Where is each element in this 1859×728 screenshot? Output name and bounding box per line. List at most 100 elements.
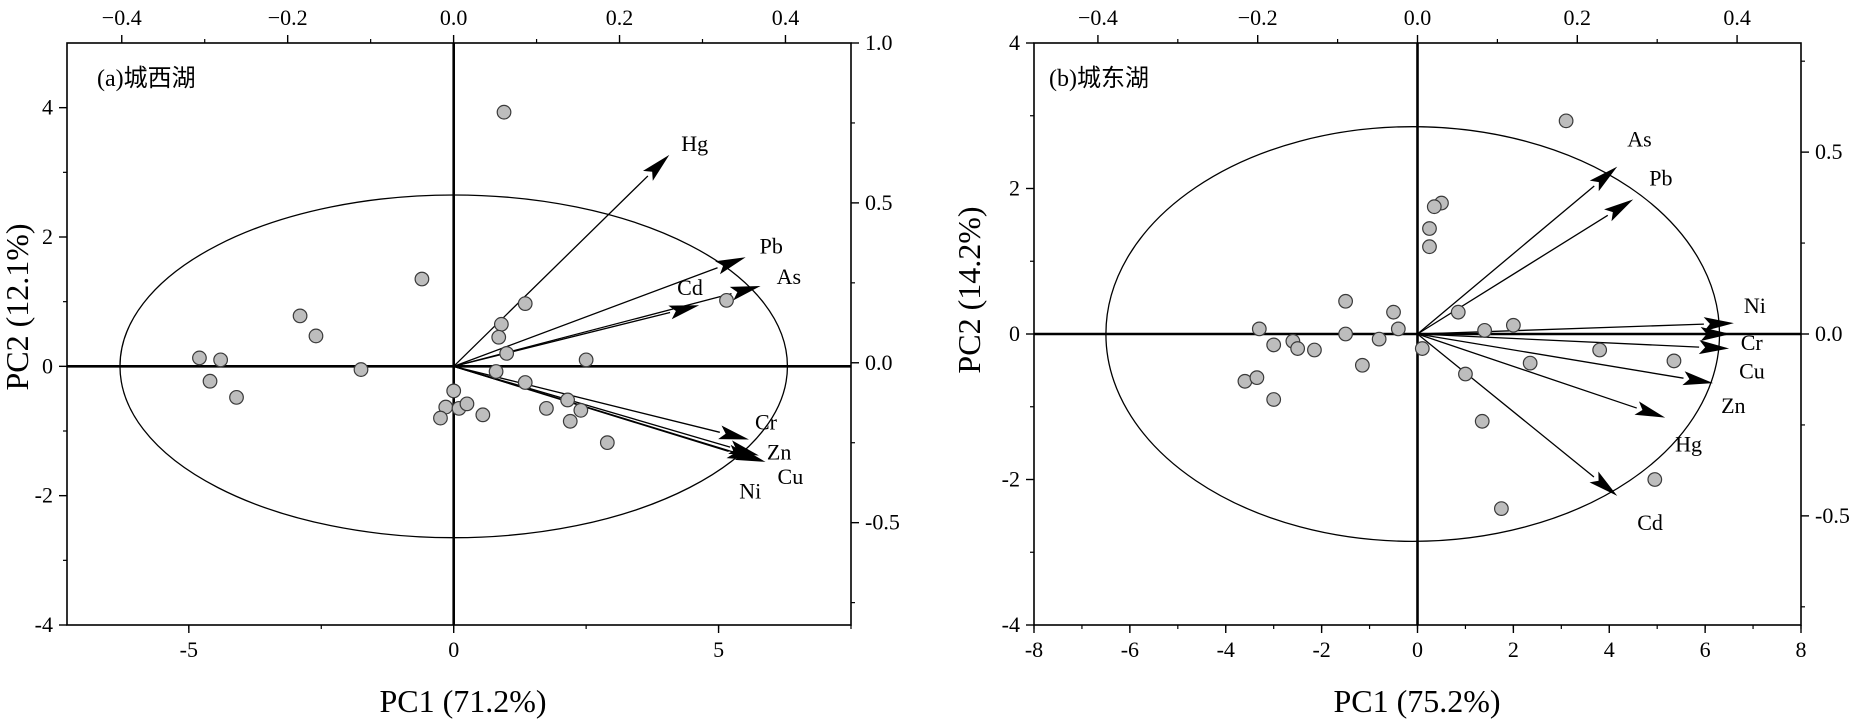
panel-a-loading-label-cd: Cd	[677, 275, 703, 300]
panel-a-x-tick-label: 5	[713, 637, 724, 662]
panel-b-score-point	[1386, 304, 1401, 320]
panel-b-score-point	[1558, 113, 1574, 129]
panel-b-right-tick-label: 0.0	[1815, 321, 1843, 346]
panel-a-top-tick-label: 0.4	[772, 5, 800, 30]
panel-b-arrowhead-as	[1589, 166, 1618, 192]
panel-b-score-point	[1458, 366, 1473, 382]
panel-a-score-point	[599, 435, 615, 451]
panel-b-loading-vector-hg	[1417, 333, 1637, 409]
panel-b-loading-vector-cu	[1417, 333, 1700, 348]
panel-a-score-point	[292, 308, 308, 324]
panel-b-loading-label-cd: Cd	[1637, 510, 1663, 535]
panel-b-loading-label-as: As	[1627, 127, 1651, 152]
panel-a-x-tick-label: -5	[180, 637, 198, 662]
panel-b-biplot: (b)城东湖 PC1 (75.2%) PC2 (14.2%) -8 -6 -4 -2 0…	[951, 5, 1850, 719]
panel-b-x-tick-label: -8	[1025, 637, 1043, 662]
panel-b-y-tick-label: -2	[1002, 467, 1020, 492]
panel-b-score-point	[1307, 342, 1322, 358]
panel-a-loading-vector-cd	[453, 311, 671, 367]
panel-b-x-axis-title: PC1 (75.2%)	[1333, 683, 1500, 719]
panel-a-loading-label-pb: Pb	[760, 233, 783, 258]
panel-b-score-point	[1592, 342, 1608, 358]
panel-a-score-point	[202, 373, 218, 389]
panel-b-x-tick-label: 4	[1604, 637, 1615, 662]
panel-b-x-tick-label: -6	[1121, 637, 1139, 662]
panel-b-loading-label-hg: Hg	[1675, 432, 1702, 457]
panel-a-score-point	[433, 410, 448, 426]
panel-a-loading-vector-hg	[453, 175, 649, 367]
panel-b-score-point	[1251, 321, 1267, 337]
panel-b-loading-label-pb: Pb	[1649, 165, 1672, 190]
panel-a-score-point	[213, 352, 229, 368]
panel-b-score-point	[1422, 221, 1437, 236]
panel-a-arrowhead-pb	[715, 257, 746, 275]
panel-b-x-tick-label: 8	[1796, 637, 1807, 662]
panel-b-score-point	[1249, 370, 1265, 386]
panel-b-score-point	[1522, 355, 1538, 371]
panel-b-loading-label-cr: Cr	[1741, 330, 1764, 355]
panel-b-arrowhead-cu	[1698, 340, 1730, 355]
panel-a-right-tick-label: 0.5	[865, 190, 893, 215]
panel-a-score-point	[719, 292, 734, 308]
panel-b-score-point	[1390, 321, 1406, 337]
panel-b-y-tick-label: 0	[1009, 321, 1020, 346]
panel-b-top-tick-label: 0.0	[1404, 5, 1432, 30]
panel-a-confidence-ellipse	[119, 194, 789, 539]
panel-b-score-point	[1354, 357, 1370, 373]
panel-b-x-tick-label: 6	[1700, 637, 1711, 662]
panel-b-loading-vector-as	[1417, 185, 1595, 335]
panel-a-score-point	[517, 375, 533, 390]
panel-a-y-tick-label: -2	[35, 483, 53, 508]
panel-b-score-point	[1493, 501, 1509, 517]
panel-b-x-tick-label: 2	[1508, 637, 1519, 662]
panel-a-x-axis-title: PC1 (71.2%)	[379, 683, 546, 719]
panel-b-right-tick-label: -0.5	[1815, 503, 1850, 528]
panel-a-score-point	[578, 352, 594, 368]
panel-a-y-tick-label: 2	[42, 224, 53, 249]
panel-a-score-point	[488, 364, 504, 379]
panel-b-score-point	[1414, 341, 1430, 356]
panel-b-score-point	[1474, 413, 1490, 429]
panel-a-score-point	[459, 396, 475, 412]
panel-a-score-point	[493, 316, 509, 332]
panel-a-score-point	[192, 350, 207, 366]
panel-a-arrowhead-hg	[642, 154, 670, 181]
panel-a-score-point	[414, 271, 430, 287]
panel-b-loading-vector-pb	[1417, 214, 1609, 335]
panel-b-score-point	[1338, 326, 1353, 342]
panel-b-score-point	[1290, 341, 1306, 356]
panel-a-score-point	[517, 296, 533, 312]
panel-b-loading-vector-ni	[1417, 323, 1704, 335]
panel-a-arrowhead-ni	[726, 444, 758, 461]
panel-a-right-tick-label: -0.5	[865, 510, 900, 535]
panel-b-score-point	[1505, 317, 1521, 333]
panel-b-loading-vector-cd	[1417, 333, 1595, 478]
panel-a-top-tick-label: 0.0	[440, 5, 468, 30]
panel-a-loading-label-hg: Hg	[681, 131, 708, 156]
panel-b-score-point	[1266, 337, 1282, 353]
panel-b-top-tick-label: 0.2	[1564, 5, 1592, 30]
panel-a-y-tick-label: 4	[42, 95, 53, 120]
panel-a-loading-label-zn: Zn	[767, 440, 791, 465]
panel-a-score-point	[573, 402, 589, 418]
panel-b-loading-vector-zn	[1417, 333, 1684, 379]
panel-a-loading-label-as: As	[777, 264, 801, 289]
panel-a-score-point	[499, 346, 515, 361]
panel-a-y-tick-label: -4	[35, 612, 53, 637]
panel-a-score-point	[539, 400, 554, 416]
panel-a-label: (a)城西湖	[97, 65, 196, 92]
panel-b-score-point	[1666, 353, 1682, 369]
panel-a-top-tick-label: 0.2	[606, 5, 634, 30]
panel-a-y-axis-title: PC2 (12.1%)	[0, 223, 35, 390]
panel-b-score-point	[1338, 293, 1353, 309]
panel-b-loading-label-cu: Cu	[1739, 359, 1765, 384]
panel-a-score-point	[475, 407, 491, 423]
panel-a-plot-frame	[66, 42, 852, 626]
panel-b-y-axis-title: PC2 (14.2%)	[951, 206, 987, 373]
panel-a-top-tick-label: −0.2	[268, 5, 308, 30]
panel-a-score-point	[229, 389, 244, 405]
panel-b-arrowhead-cr	[1700, 327, 1731, 341]
panel-b-loading-label-zn: Zn	[1721, 393, 1745, 418]
panel-a-arrowhead-cr	[718, 425, 749, 440]
